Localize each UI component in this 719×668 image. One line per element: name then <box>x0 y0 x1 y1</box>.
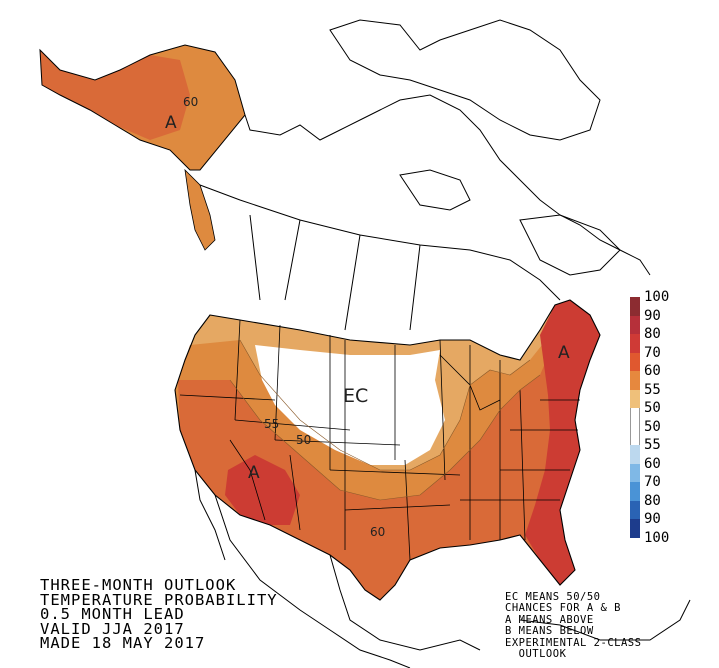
note-line: EXPERIMENTAL 2-CLASS <box>505 636 642 649</box>
legend-swatch <box>630 389 640 408</box>
note-line: B MEANS BELOW <box>505 625 594 638</box>
outlook-title: THREE-MONTH OUTLOOK TEMPERATURE PROBABIL… <box>40 576 278 653</box>
legend-label: 100 <box>644 289 670 305</box>
legend-swatch <box>630 408 640 427</box>
legend-swatch <box>630 371 640 390</box>
legend-label: 80 <box>644 326 661 342</box>
legend-swatch <box>630 334 640 353</box>
legend-swatch <box>630 426 640 445</box>
legend-label: 60 <box>644 363 661 379</box>
contour-60-label: 60 <box>370 525 385 539</box>
legend-label: 100 <box>644 529 670 546</box>
title-line: MADE 18 MAY 2017 <box>40 634 206 653</box>
contour-lines <box>229 339 541 501</box>
legend-label: 90 <box>644 307 661 324</box>
legend-label: 55 <box>644 381 661 398</box>
state-lines <box>174 299 601 601</box>
legend-swatch <box>630 463 640 482</box>
legend-label: 70 <box>644 344 661 361</box>
contour-55-label: 55 <box>264 417 279 431</box>
legend-label: 60 <box>644 455 661 472</box>
legend-swatch <box>630 297 640 316</box>
note-line: EC MEANS 50/50 <box>505 591 601 603</box>
note-line: A MEANS ABOVE <box>505 613 594 626</box>
probability-legend: 100 90 80 70 60 55 50 50 55 60 70 80 90 100 <box>630 290 710 552</box>
legend-label: 70 <box>644 474 661 490</box>
legend-notes: EC MEANS 50/50 CHANCES FOR A & B A MEANS… <box>505 591 642 661</box>
alaska-a-label: A <box>165 113 177 133</box>
conus-region <box>175 300 600 600</box>
canada-outline <box>199 19 651 331</box>
note-line: CHANCES FOR A & B <box>505 602 621 615</box>
title-line: VALID JJA 2017 <box>40 619 185 638</box>
title-line: 0.5 MONTH LEAD <box>40 605 185 624</box>
mexico-outline <box>194 469 691 668</box>
northeast-a-label: A <box>558 343 570 363</box>
legend-label: 50 <box>644 400 661 416</box>
alaska-60-label: 60 <box>183 95 198 109</box>
legend-swatch <box>630 445 640 464</box>
southwest-a-label: A <box>248 463 260 483</box>
legend-label: 90 <box>644 511 661 527</box>
legend-label: 80 <box>644 492 661 509</box>
legend-label: 55 <box>644 437 661 453</box>
contour-50-label: 50 <box>296 433 311 447</box>
note-line: OUTLOOK <box>505 648 567 661</box>
title-line: TEMPERATURE PROBABILITY <box>40 590 278 609</box>
legend-swatch <box>630 352 640 371</box>
legend-swatch <box>630 519 640 538</box>
legend-swatch <box>630 315 640 334</box>
legend-label: 50 <box>644 418 661 435</box>
legend-swatch <box>630 500 640 519</box>
alaska-region <box>39 44 246 251</box>
title-line: THREE-MONTH OUTLOOK <box>40 576 237 594</box>
legend-swatch <box>630 482 640 501</box>
ec-label: EC <box>343 385 368 407</box>
